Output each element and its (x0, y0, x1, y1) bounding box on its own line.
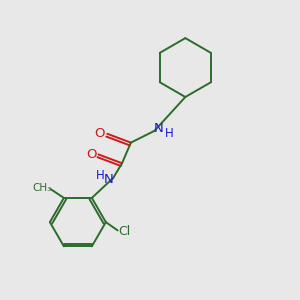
Text: H: H (165, 127, 174, 140)
Text: Cl: Cl (118, 225, 130, 238)
Text: N: N (104, 173, 114, 186)
Text: H: H (96, 169, 104, 182)
Text: O: O (95, 127, 105, 140)
Text: N: N (154, 122, 164, 135)
Text: O: O (86, 148, 96, 161)
Text: CH₃: CH₃ (33, 184, 52, 194)
